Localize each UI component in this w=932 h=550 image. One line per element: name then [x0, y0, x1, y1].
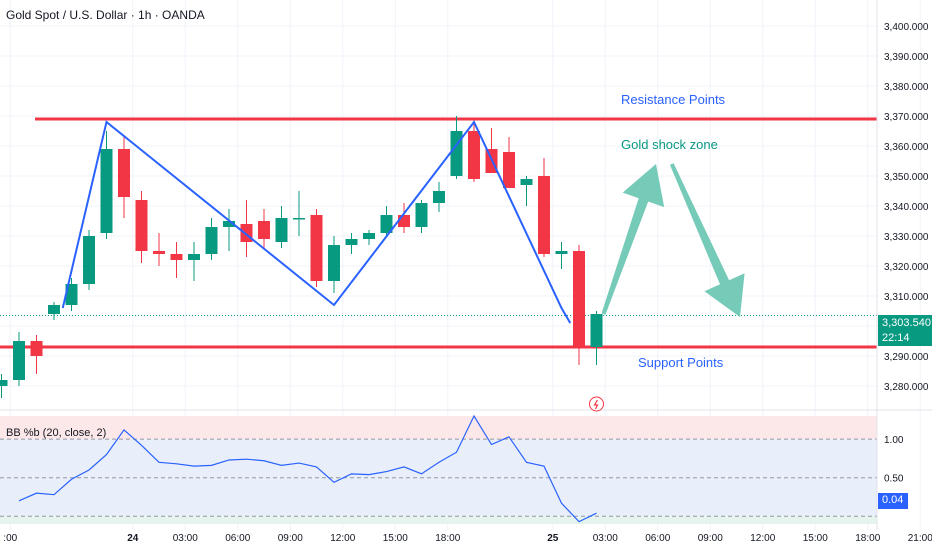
x-tick-label: 15:00	[803, 533, 828, 544]
x-tick-label: 03:00	[173, 533, 198, 544]
y-tick-label: 3,320.000	[884, 262, 929, 273]
x-tick-label: 09:00	[278, 533, 303, 544]
candle-body	[100, 149, 113, 233]
candle-body	[118, 149, 130, 197]
y-tick-label: 3,280.000	[884, 382, 929, 393]
candle-body	[433, 191, 445, 203]
candle-body	[573, 251, 585, 347]
y-tick-label: 3,330.000	[884, 232, 929, 243]
candle-body	[188, 254, 200, 260]
candle-body	[258, 221, 270, 239]
current-price-tag: 3,303.540	[878, 315, 932, 331]
candle-body	[13, 341, 25, 380]
pattern-zigzag-line	[61, 120, 572, 324]
up-projection-arrow	[601, 164, 665, 315]
x-tick-label: 06:00	[225, 533, 250, 544]
candle-body	[380, 215, 393, 233]
candle-body	[223, 221, 235, 227]
x-tick-label: 09:00	[698, 533, 723, 544]
candle-body	[48, 305, 60, 314]
bb-tick-label: 0.50	[884, 474, 904, 485]
candle-body	[0, 380, 8, 386]
candle-body	[30, 341, 43, 356]
candle-body	[65, 284, 78, 305]
bb-current-value-tag: 0.04	[878, 493, 908, 509]
x-tick-label: 06:00	[645, 533, 670, 544]
x-tick-label: 24	[127, 533, 139, 544]
x-tick-label: 21:00	[908, 533, 932, 544]
candle-body	[590, 314, 603, 347]
y-tick-label: 3,400.000	[884, 22, 929, 33]
y-tick-label: 3,380.000	[884, 82, 929, 93]
candle-body	[555, 251, 568, 254]
y-tick-label: 3,290.000	[884, 352, 929, 363]
bb-percent-b-line	[18, 414, 597, 523]
candle-body	[415, 203, 428, 227]
lightning-icon	[593, 399, 599, 410]
misc-marks	[589, 396, 604, 412]
chart-title: Gold Spot / U.S. Dollar · 1h · OANDA	[6, 8, 205, 22]
x-tick-label: 03:00	[593, 533, 618, 544]
event-flash-marker	[589, 396, 604, 412]
x-tick-label: :00	[3, 533, 17, 544]
candle-body	[293, 218, 305, 220]
y-tick-label: 3,360.000	[884, 142, 929, 153]
candle-body	[170, 254, 183, 260]
y-tick-label: 3,370.000	[884, 112, 929, 123]
candle-body	[328, 245, 340, 281]
y-tick-label: 3,340.000	[884, 202, 929, 213]
candle-body	[503, 152, 515, 188]
bb-oversold-zone	[0, 516, 877, 524]
pattern-lines	[61, 120, 572, 324]
projection-arrows	[601, 163, 745, 317]
shock-zone-label: Gold shock zone	[621, 137, 718, 152]
candle-body	[83, 236, 95, 284]
y-tick-label: 3,310.000	[884, 292, 929, 303]
bb-indicator-title[interactable]: BB %b (20, close, 2)	[6, 427, 107, 439]
bar-countdown-tag: 22:14	[878, 330, 932, 346]
candle-body	[240, 224, 253, 242]
bb-tick-label: 1.00	[884, 435, 904, 446]
down-projection-arrow	[669, 163, 745, 317]
x-tick-label: 25	[547, 533, 559, 544]
candle-body	[205, 227, 218, 254]
candle-body	[468, 131, 480, 179]
bb-indicator-pane	[0, 414, 877, 524]
candle-body	[153, 251, 165, 254]
candle-body	[275, 218, 288, 242]
candle-body	[310, 215, 323, 281]
y-tick-label: 3,390.000	[884, 52, 929, 63]
candle-body	[345, 239, 358, 245]
x-tick-label: 15:00	[383, 533, 408, 544]
candle-body	[363, 233, 375, 239]
support-label: Support Points	[638, 355, 724, 370]
candle-body	[398, 215, 410, 227]
x-tick-label: 12:00	[750, 533, 775, 544]
x-tick-label: 18:00	[855, 533, 880, 544]
x-tick-label: 18:00	[435, 533, 460, 544]
x-tick-label: 12:00	[330, 533, 355, 544]
candle-body	[538, 176, 550, 254]
bb-overbought-zone	[0, 416, 877, 440]
candle-body	[520, 179, 533, 185]
resistance-label: Resistance Points	[621, 92, 726, 107]
candle-body	[135, 200, 148, 251]
y-tick-label: 3,350.000	[884, 172, 929, 183]
